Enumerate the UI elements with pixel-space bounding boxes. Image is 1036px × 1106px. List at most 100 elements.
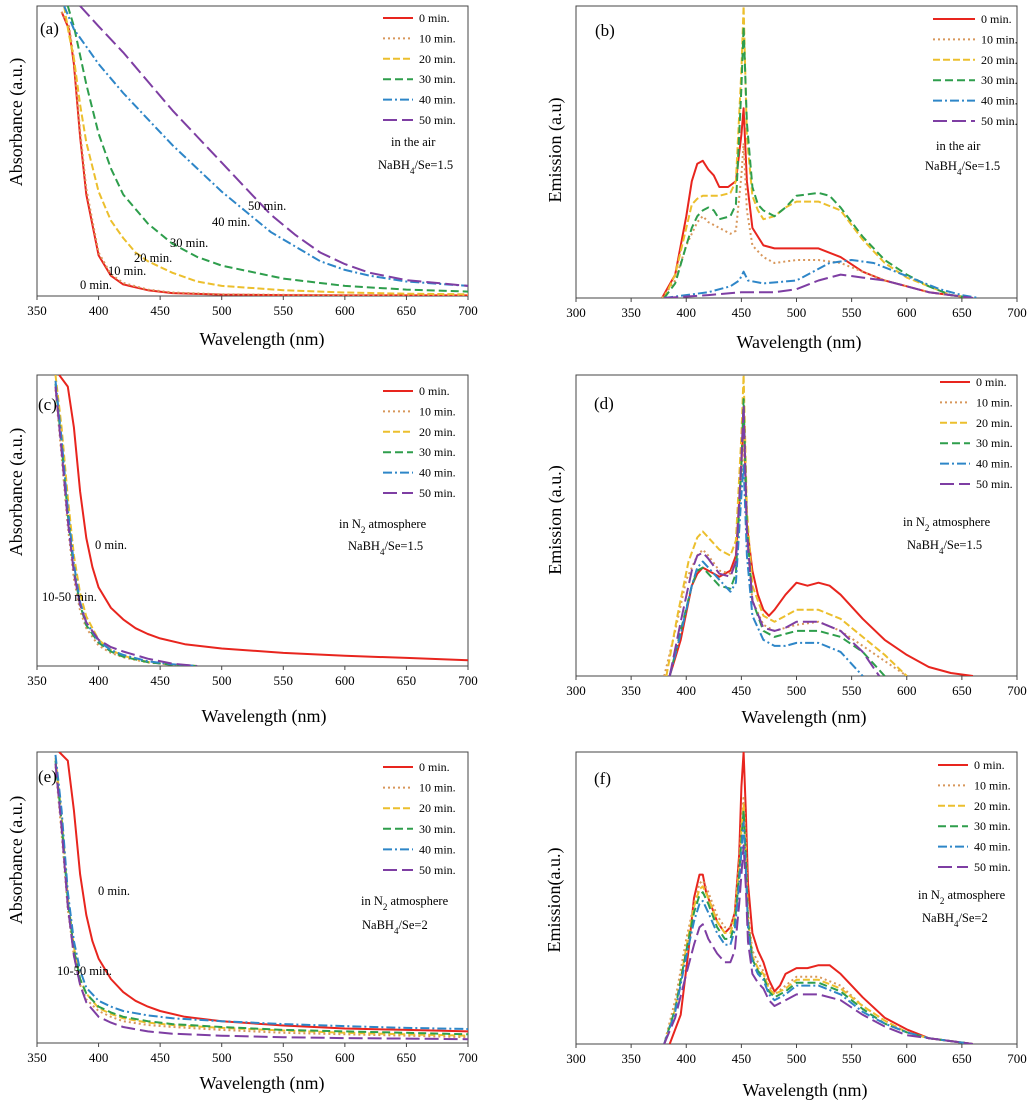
chart-panel: 300 350 400 450 500 550 600 650 700 0 min. 10 min.…: [544, 751, 1027, 1101]
curve-label: 0 min.: [98, 884, 130, 898]
annotation: NaBH4/Se=2: [362, 918, 428, 936]
x-tick-label: 550: [274, 1050, 294, 1065]
series-line: [663, 434, 908, 676]
x-tick-label: 350: [27, 1050, 47, 1065]
x-tick-label: 400: [89, 1050, 109, 1065]
x-tick-label: 300: [566, 683, 586, 698]
legend-label: 0 min.: [419, 384, 450, 398]
legend-label: 10 min.: [419, 31, 456, 45]
x-tick-label: 600: [897, 305, 917, 320]
x-axis-title: Wavelength (nm): [199, 1073, 324, 1094]
legend-label: 30 min.: [981, 73, 1018, 87]
x-axis-title: Wavelength (nm): [742, 1080, 867, 1101]
legend-label: 50 min.: [419, 113, 456, 127]
x-tick-label: 600: [335, 303, 355, 318]
x-tick-label: 550: [842, 1051, 862, 1066]
x-tick-label: 650: [397, 673, 417, 688]
x-tick-label: 350: [27, 673, 47, 688]
x-tick-label: 700: [1007, 1051, 1027, 1066]
x-tick-label: 600: [897, 683, 917, 698]
annotation: NaBH4/Se=1.5: [348, 539, 423, 557]
legend-label: 30 min.: [974, 819, 1011, 833]
curve-label: 10-50 min.: [57, 964, 112, 978]
legend-label: 40 min.: [974, 840, 1011, 854]
x-tick-label: 650: [397, 303, 417, 318]
annotation: NaBH4/Se=1.5: [378, 158, 453, 176]
series-line: [63, 6, 468, 287]
legend-label: 50 min.: [974, 860, 1011, 874]
chart-panel: 350 400 450 500 550 600 650 700 0 min. 10 min. 20 …: [6, 374, 478, 727]
legend-label: 50 min.: [419, 863, 456, 877]
chart-panel: 300 350 400 450 500 550 600 650 700 0 min. 10 min.…: [545, 5, 1027, 353]
annotation: in the air: [391, 135, 436, 149]
panel-label: (e): [38, 767, 57, 786]
series-line: [661, 107, 974, 298]
legend-label: 50 min.: [981, 114, 1018, 128]
legend: 0 min. 10 min. 20 min. 30 min. 40 min. 50 min…: [383, 11, 456, 127]
series-line: [66, 6, 468, 293]
legend: 0 min. 10 min. 20 min. 30 min. 40 min. 50 min…: [383, 384, 456, 500]
x-tick-label: 400: [89, 303, 109, 318]
series-line: [663, 6, 974, 298]
curve-label: 20 min.: [134, 251, 172, 265]
curve-label: 40 min.: [212, 215, 250, 229]
annotation: in N2 atmosphere: [339, 517, 427, 535]
series-line: [664, 259, 979, 298]
legend-label: 50 min.: [419, 486, 456, 500]
series-line: [668, 752, 974, 1044]
x-tick-label: 400: [677, 683, 697, 698]
panel-label: (a): [40, 19, 59, 38]
y-axis-title: Absorbance (a.u.): [6, 428, 27, 556]
series-group: [661, 6, 979, 298]
legend-label: 20 min.: [974, 799, 1011, 813]
plot-frame: [36, 5, 469, 297]
series-line: [665, 375, 908, 676]
series-group: [54, 375, 468, 666]
x-tick-label: 450: [150, 1050, 170, 1065]
x-tick-label: 500: [212, 303, 232, 318]
y-axis-title: Absorbance (a.u.): [6, 58, 27, 186]
x-axis-title: Wavelength (nm): [741, 707, 866, 728]
y-axis-title: Emission (a.u): [545, 98, 566, 203]
x-tick-label: 700: [458, 303, 478, 318]
series-line: [663, 821, 974, 1044]
legend-label: 0 min.: [974, 758, 1005, 772]
x-tick-label: 650: [952, 1051, 972, 1066]
series-line: [663, 25, 974, 298]
series-line: [668, 398, 886, 676]
x-tick-label: 600: [335, 673, 355, 688]
annotation: NaBH4/Se=1.5: [907, 538, 982, 556]
legend-label: 20 min.: [419, 425, 456, 439]
x-tick-label: 700: [1007, 305, 1027, 320]
series-line: [54, 383, 198, 666]
legend-label: 20 min.: [981, 53, 1018, 67]
panel-label: (c): [38, 395, 57, 414]
series-line: [60, 11, 468, 296]
x-tick-label: 500: [787, 1051, 807, 1066]
legend-label: 40 min.: [981, 94, 1018, 108]
x-axis-title: Wavelength (nm): [201, 706, 326, 727]
curve-label: 50 min.: [248, 199, 286, 213]
series-line: [663, 844, 974, 1044]
x-tick-label: 700: [458, 1050, 478, 1065]
series-line: [63, 6, 468, 296]
x-tick-label: 350: [621, 1051, 641, 1066]
panel-label: (f): [594, 769, 611, 788]
panel-label: (d): [594, 394, 614, 413]
annotation: in N2 atmosphere: [903, 515, 991, 533]
series-line: [58, 375, 468, 662]
legend-label: 30 min.: [976, 436, 1013, 450]
x-tick-label: 650: [952, 683, 972, 698]
x-tick-label: 600: [335, 1050, 355, 1065]
series-line: [54, 375, 198, 666]
y-axis-title: Emission (a.u.): [545, 465, 566, 575]
x-tick-label: 500: [212, 1050, 232, 1065]
plot-frame: [36, 751, 469, 1044]
series-group: [54, 752, 468, 1041]
x-tick-label: 400: [677, 305, 697, 320]
x-tick-label: 550: [842, 305, 862, 320]
series-group: [663, 375, 974, 676]
legend-label: 30 min.: [419, 822, 456, 836]
x-tick-label: 350: [621, 683, 641, 698]
x-tick-label: 550: [842, 683, 862, 698]
